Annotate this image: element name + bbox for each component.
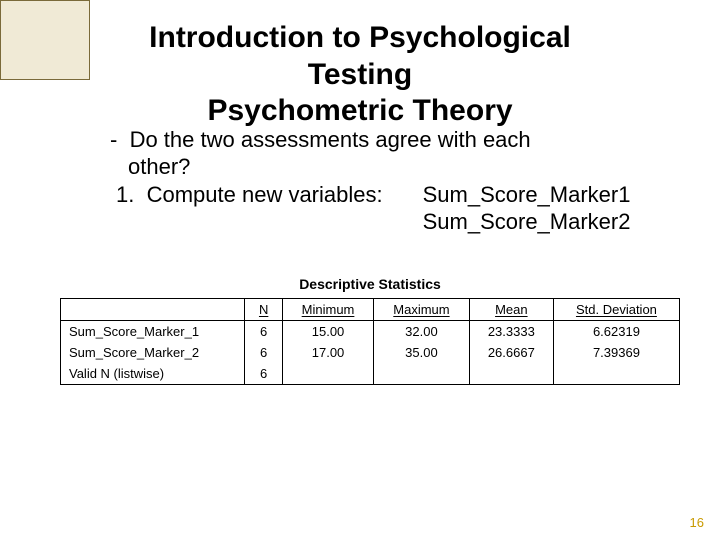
bullet-text-2: other? [128, 154, 190, 179]
cell-n: 6 [245, 363, 283, 385]
cell-mean: 23.3333 [469, 320, 553, 342]
table-header-row: N Minimum Maximum Mean Std. Deviation [61, 298, 680, 320]
compute-label: Compute new variables: [147, 182, 383, 207]
bullet-line-1: - Do the two assessments agree with each [92, 126, 690, 154]
cell-max [374, 363, 470, 385]
title-line-3: Psychometric Theory [207, 94, 512, 127]
descriptive-stats-block: Descriptive Statistics N Minimum Maximum… [60, 276, 680, 385]
row-label: Sum_Score_Marker_1 [61, 320, 245, 342]
numbered-item: 1. Compute new variables: Sum_Score_Mark… [92, 181, 690, 236]
table-row: Sum_Score_Marker_1 6 15.00 32.00 23.3333… [61, 320, 680, 342]
cell-mean: 26.6667 [469, 342, 553, 363]
page-number: 16 [690, 515, 704, 530]
bullet-dash: - [110, 127, 117, 152]
corner-accent-box [0, 0, 90, 80]
number-marker: 1. [116, 182, 134, 207]
cell-n: 6 [245, 342, 283, 363]
col-header-min: Minimum [282, 298, 373, 320]
cell-min: 15.00 [282, 320, 373, 342]
col-header-n: N [245, 298, 283, 320]
descriptive-stats-table: N Minimum Maximum Mean Std. Deviation Su… [60, 298, 680, 385]
col-header-max: Maximum [374, 298, 470, 320]
col-header-std: Std. Deviation [553, 298, 679, 320]
slide-title: Introduction to Psychological Testing Ps… [0, 0, 720, 130]
variable-1: Sum_Score_Marker1 [423, 182, 631, 207]
cell-mean [469, 363, 553, 385]
bullet-text-1: Do the two assessments agree with each [130, 127, 531, 152]
cell-std: 7.39369 [553, 342, 679, 363]
row-label: Valid N (listwise) [61, 363, 245, 385]
body-text-block: - Do the two assessments agree with each… [92, 126, 690, 236]
title-line-1: Introduction to Psychological [149, 21, 571, 54]
cell-min [282, 363, 373, 385]
variable-2: Sum_Score_Marker2 [423, 209, 631, 234]
row-label: Sum_Score_Marker_2 [61, 342, 245, 363]
col-header-mean: Mean [469, 298, 553, 320]
table-row: Sum_Score_Marker_2 6 17.00 35.00 26.6667… [61, 342, 680, 363]
table-row: Valid N (listwise) 6 [61, 363, 680, 385]
bullet-line-2: other? [92, 153, 690, 181]
cell-std [553, 363, 679, 385]
cell-max: 32.00 [374, 320, 470, 342]
table-title: Descriptive Statistics [60, 276, 680, 292]
cell-min: 17.00 [282, 342, 373, 363]
title-line-2: Testing [308, 58, 412, 91]
cell-std: 6.62319 [553, 320, 679, 342]
slide: Introduction to Psychological Testing Ps… [0, 0, 720, 540]
cell-max: 35.00 [374, 342, 470, 363]
cell-n: 6 [245, 320, 283, 342]
col-header-blank [61, 298, 245, 320]
